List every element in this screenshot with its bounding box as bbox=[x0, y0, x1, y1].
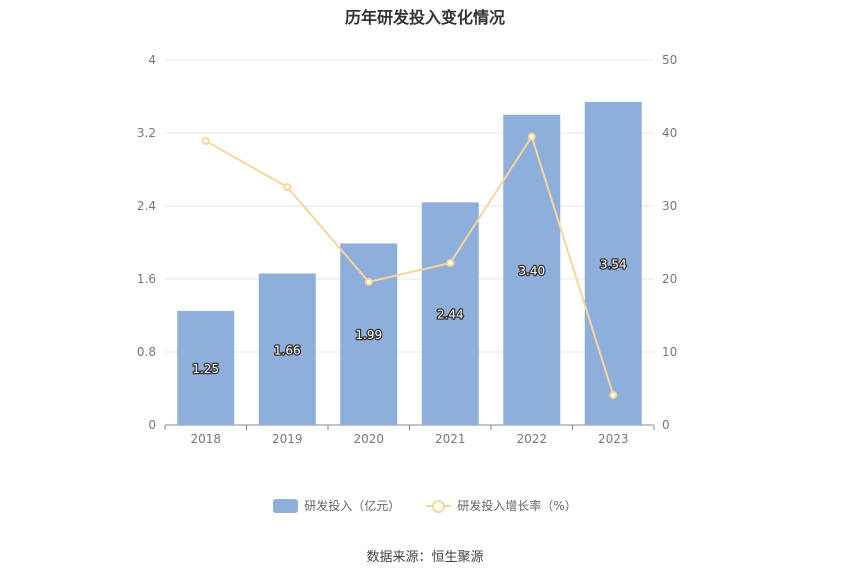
bar-data-label: 1.66 bbox=[274, 343, 301, 357]
y-right-tick-label: 50 bbox=[662, 53, 677, 67]
y-left-tick-label: 1.6 bbox=[137, 272, 156, 286]
data-labels: 1.25 1.66 1.99 2.44 3.40 3.54 bbox=[191, 256, 628, 377]
legend-item-line[interactable]: 研发投入增长率（%） bbox=[426, 497, 577, 514]
y-left-tick-label: 2.4 bbox=[137, 199, 156, 213]
growth-point bbox=[527, 132, 536, 141]
legend-line-swatch bbox=[426, 499, 452, 513]
x-tick-label: 2023 bbox=[598, 432, 629, 446]
x-tick-label: 2018 bbox=[190, 432, 221, 446]
growth-point bbox=[283, 183, 292, 192]
bar-data-label: 1.25 bbox=[192, 362, 219, 376]
bar bbox=[340, 243, 398, 425]
line-series bbox=[201, 132, 618, 400]
growth-point bbox=[609, 391, 618, 400]
y-left-tick-label: 3.2 bbox=[137, 126, 156, 140]
y-right-tick-label: 30 bbox=[662, 199, 677, 213]
bar-data-label: 3.40 bbox=[518, 264, 545, 278]
bar-data-label: 1.99 bbox=[355, 328, 382, 342]
y-right-tick-label: 0 bbox=[662, 418, 670, 432]
bar bbox=[584, 101, 642, 425]
y-left-tick-label: 4 bbox=[148, 53, 156, 67]
y-left-tick-label: 0.8 bbox=[137, 345, 156, 359]
bar bbox=[177, 310, 235, 425]
bar-data-label: 3.54 bbox=[600, 257, 627, 271]
growth-point bbox=[364, 277, 373, 286]
growth-point bbox=[201, 137, 210, 146]
y-right-tick-label: 10 bbox=[662, 345, 677, 359]
legend-bar-swatch bbox=[273, 498, 299, 513]
x-tick-label: 2022 bbox=[516, 432, 547, 446]
y-right-tick-label: 40 bbox=[662, 126, 677, 140]
y-left-tick-label: 0 bbox=[148, 418, 156, 432]
chart-title: 历年研发投入变化情况 bbox=[344, 8, 505, 27]
gridlines bbox=[165, 59, 654, 353]
legend-line-label: 研发投入增长率（%） bbox=[457, 499, 577, 513]
bar-series bbox=[177, 101, 642, 425]
bar-data-label: 2.44 bbox=[437, 308, 464, 322]
growth-line bbox=[205, 134, 615, 396]
legend-bar-label: 研发投入（亿元） bbox=[304, 499, 401, 513]
growth-point bbox=[446, 258, 455, 267]
y-right-tick-label: 20 bbox=[662, 272, 677, 286]
x-tick-label: 2021 bbox=[435, 432, 466, 446]
source-note: 数据来源：恒生聚源 bbox=[366, 550, 484, 565]
x-tick-label: 2020 bbox=[353, 432, 384, 446]
bar bbox=[421, 202, 479, 425]
x-tick-label: 2019 bbox=[272, 432, 303, 446]
legend: 研发投入（亿元） 研发投入增长率（%） bbox=[0, 497, 850, 514]
legend-item-bar[interactable]: 研发投入（亿元） bbox=[273, 497, 400, 514]
bar bbox=[258, 273, 316, 425]
